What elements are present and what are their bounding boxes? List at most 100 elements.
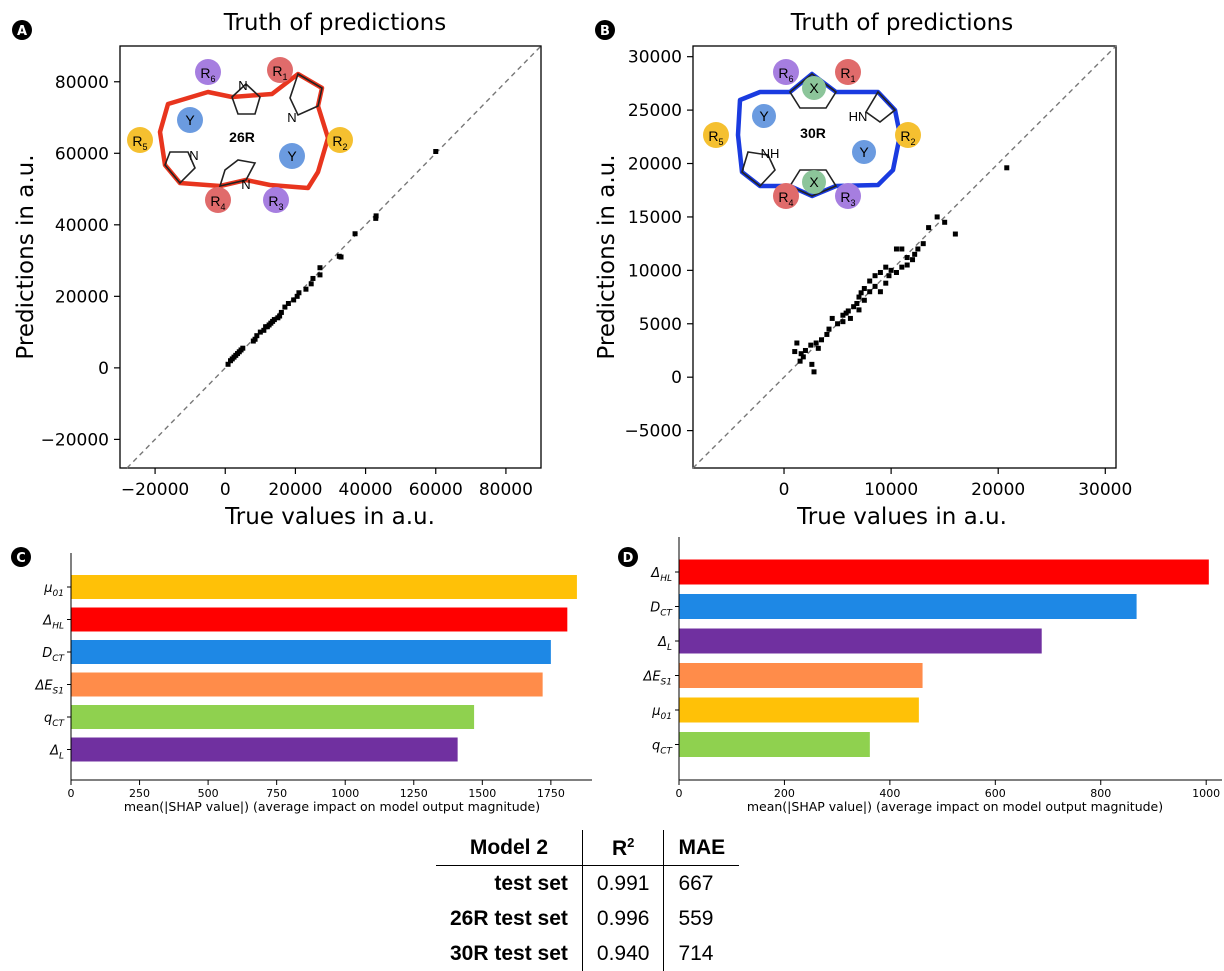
y-tick-label: 40000 [55, 216, 109, 236]
scatter-point [899, 246, 905, 252]
scatter-point [854, 300, 860, 306]
bar [679, 628, 1042, 654]
scatter-point [829, 315, 835, 321]
scatter-point [858, 290, 864, 296]
chart-a-x-ticks: −20000 0 20000 40000 60000 80000 [121, 468, 533, 500]
x-tick-label: 600 [985, 787, 1006, 800]
bar-category-label: DCT [650, 601, 673, 619]
shap-bar-chart-c: μ01 ΔHL DCT ΔES1 qCT ΔL 0 250 500 750 1000 1250 150… [34, 553, 592, 814]
row-mae: 667 [663, 865, 740, 901]
x-tick-label: 40000 [339, 480, 393, 500]
r1-marker [267, 57, 293, 83]
scatter-point [904, 262, 910, 268]
r4-marker [205, 187, 231, 213]
scatter-point [296, 290, 302, 296]
chart-c-bars: μ01 ΔHL DCT ΔES1 qCT ΔL [34, 575, 577, 762]
scatter-point [433, 149, 439, 154]
svg-text:R6: R6 [778, 65, 793, 84]
scatter-point [861, 297, 867, 303]
y-tick-label: 80000 [55, 73, 109, 93]
svg-text:R3: R3 [268, 193, 283, 212]
x-tick-label: 80000 [479, 480, 533, 500]
scatter-point [877, 269, 883, 275]
bar [679, 697, 919, 723]
x-tick-label: 500 [198, 787, 219, 800]
chart-b-x-ticks: 0 10000 20000 30000 [779, 468, 1132, 500]
bar-category-label: ΔHL [650, 566, 672, 584]
y-tick-label: −5000 [624, 422, 682, 442]
r1-marker [835, 59, 861, 85]
r3-marker [263, 187, 289, 213]
scatter-point [851, 304, 857, 310]
bar [71, 705, 475, 729]
x-tick-label: 1500 [468, 787, 496, 800]
table-row: test set 0.991 667 [436, 865, 740, 901]
scatter-point [893, 269, 899, 275]
y-tick-label: 0 [98, 359, 109, 379]
scatter-point [893, 246, 899, 252]
chart-d-bars: ΔHL DCT ΔL ΔES1 μ01 qCT [642, 559, 1209, 757]
x-tick-label: 200 [774, 787, 795, 800]
chart-b-points [792, 165, 1010, 375]
bar [679, 594, 1137, 619]
svg-text:R3: R3 [840, 189, 855, 208]
scatter-point [285, 300, 291, 306]
chart-a-points [225, 149, 439, 367]
scatter-point [877, 289, 883, 295]
x-tick-label: 800 [1090, 787, 1111, 800]
svg-text:R4: R4 [210, 193, 225, 212]
x-tick-label: −20000 [121, 480, 189, 500]
svg-text:R6: R6 [200, 65, 215, 84]
svg-text:A: A [17, 24, 27, 39]
x-tick-label: 0 [779, 480, 790, 500]
row-r2: 0.991 [581, 865, 664, 901]
scatter-point [840, 312, 846, 318]
x-tick-label: 10000 [864, 480, 918, 500]
y-tick-label: 20000 [55, 287, 109, 307]
x-tick-label: 1250 [400, 787, 428, 800]
x-tick-label: 0 [68, 787, 75, 800]
r2-marker [327, 127, 353, 153]
y-tick-label: 5000 [639, 315, 682, 335]
chart-c-x-ticks: 0 250 500 750 1000 1250 1500 1750 [68, 780, 565, 800]
y-tick-label: 25000 [628, 101, 682, 121]
scatter-point [291, 297, 297, 303]
scatter-point [792, 349, 798, 355]
x-tick-label: 400 [879, 787, 900, 800]
row-label: 30R test set [450, 941, 568, 965]
scatter-point [225, 361, 231, 367]
scatter-point [883, 280, 889, 286]
bar-category-label: ΔES1 [642, 670, 672, 688]
svg-text:B: B [600, 24, 610, 39]
scatter-point [904, 255, 910, 261]
scatter-point [934, 214, 940, 220]
scatter-point [835, 321, 841, 327]
y-tick-label: −20000 [41, 430, 109, 450]
scatter-point [261, 327, 267, 333]
y-tick-label: 15000 [628, 208, 682, 228]
bar-category-label: μ01 [651, 704, 672, 722]
bar [679, 663, 923, 688]
x-marker [802, 76, 826, 100]
scatter-point [888, 267, 894, 273]
bar [71, 640, 551, 664]
scatter-point [872, 283, 878, 289]
r6-marker [195, 59, 221, 85]
y-marker [752, 104, 776, 128]
svg-text:HN: HN [849, 109, 868, 124]
scatter-point [798, 351, 804, 357]
scatter-point [886, 273, 892, 279]
svg-text:X: X [809, 80, 819, 96]
scatter-point [815, 345, 821, 351]
svg-text:N: N [189, 148, 198, 163]
scatter-point [809, 361, 815, 367]
r5-marker [703, 122, 729, 148]
x-tick-label: 0 [676, 787, 683, 800]
molecule-26r-label: 26R [229, 129, 255, 145]
row-label: test set [494, 871, 568, 895]
scatter-point [811, 369, 817, 375]
scatter-point [915, 246, 921, 252]
chart-a-ylabel: Predictions in a.u. [13, 154, 39, 359]
scatter-point [883, 264, 889, 270]
y-tick-label: 30000 [628, 48, 682, 68]
